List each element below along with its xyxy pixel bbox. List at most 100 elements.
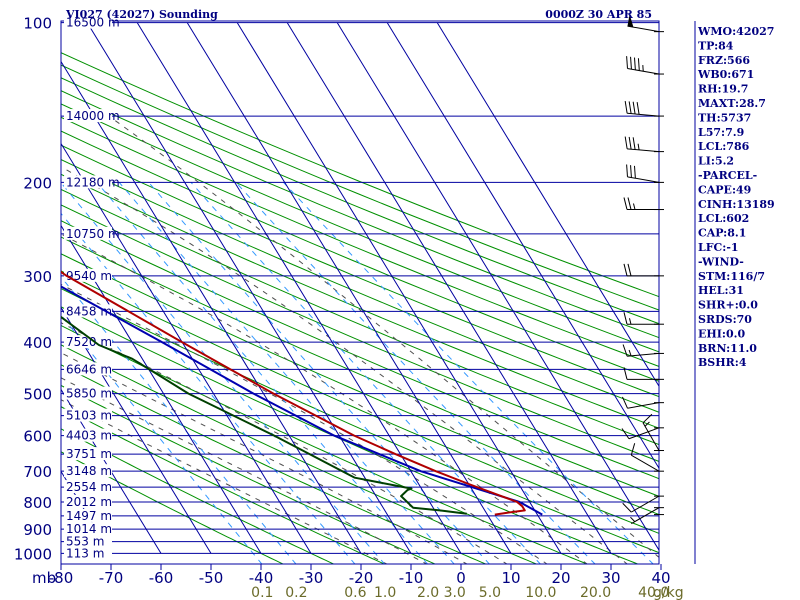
dry-adiabat-line bbox=[61, 173, 659, 429]
dry-adiabat-line bbox=[61, 306, 640, 564]
wind-barb bbox=[621, 396, 664, 409]
dry-adiabat-line bbox=[61, 236, 659, 497]
index-line: LCL:786 bbox=[698, 140, 750, 153]
pressure-tick-label: 900 bbox=[23, 521, 52, 539]
height-label: 5103 m bbox=[66, 409, 112, 423]
dry-adiabat-line bbox=[61, 159, 659, 413]
height-label-background bbox=[64, 175, 112, 189]
wind-barb-flag bbox=[628, 136, 632, 150]
height-label: 5850 m bbox=[66, 387, 112, 401]
wind-barb bbox=[626, 164, 664, 183]
wind-barb-flag bbox=[633, 165, 636, 179]
index-line: LCL:602 bbox=[698, 212, 749, 225]
height-label-background bbox=[64, 109, 112, 123]
wind-barb bbox=[623, 312, 664, 325]
wind-barb-staff bbox=[627, 402, 660, 409]
height-label: 1497 m bbox=[66, 509, 112, 523]
wind-barb-staff bbox=[631, 495, 660, 513]
index-line: LI:5.2 bbox=[698, 155, 734, 168]
sounding-profiles bbox=[61, 270, 543, 516]
wind-barb-pennant bbox=[627, 14, 634, 28]
dry-adiabat-line bbox=[61, 344, 538, 564]
height-label: 12180 m bbox=[66, 175, 120, 189]
isotherm-line bbox=[236, 22, 562, 554]
wind-barb-staff bbox=[628, 427, 660, 440]
wind-barb-flag bbox=[633, 57, 636, 70]
dry-adiabat-line bbox=[61, 90, 659, 339]
index-line: -WIND- bbox=[698, 255, 744, 268]
height-label: 553 m bbox=[66, 535, 104, 549]
index-line: CAPE:49 bbox=[698, 183, 751, 196]
height-label: 4403 m bbox=[66, 429, 112, 443]
dry-adiabat-line bbox=[61, 220, 659, 480]
dry-adiabat-line bbox=[61, 204, 659, 462]
wind-barb-staff bbox=[627, 176, 660, 183]
index-line: -PARCEL- bbox=[698, 169, 757, 182]
height-label: 2012 m bbox=[66, 495, 112, 509]
wind-barb-flag bbox=[637, 58, 640, 71]
isotherm-line bbox=[186, 22, 512, 554]
wind-barb-flag bbox=[626, 56, 628, 69]
wind-barb-flag bbox=[630, 443, 636, 456]
temperature-tick-label: -60 bbox=[149, 569, 174, 587]
moist-adiabat-line bbox=[61, 352, 468, 564]
dry-adiabat-line bbox=[61, 130, 659, 382]
wind-barb-flag bbox=[623, 367, 628, 380]
mixing-ratio-line bbox=[190, 182, 542, 564]
height-label: 6646 m bbox=[66, 362, 112, 376]
index-line: EHI:0.0 bbox=[698, 327, 745, 340]
plot-border bbox=[60, 20, 660, 565]
wind-barbs bbox=[621, 14, 664, 525]
wind-barb-staff bbox=[642, 422, 660, 451]
wind-barb-flag bbox=[624, 100, 628, 114]
dry-adiabat-line bbox=[61, 324, 589, 564]
wind-barb bbox=[630, 507, 664, 525]
height-label-background bbox=[64, 408, 112, 422]
index-line: TH:5737 bbox=[698, 111, 751, 124]
index-line: WB0:671 bbox=[697, 68, 754, 81]
wind-barb-staff bbox=[627, 148, 660, 153]
wind-barb-flag bbox=[632, 137, 636, 150]
height-label-background bbox=[64, 386, 112, 400]
wind-barb-flag bbox=[636, 102, 640, 115]
wind-barb bbox=[624, 136, 664, 153]
isotherm-line bbox=[336, 22, 659, 552]
pressure-tick-label: 800 bbox=[23, 494, 52, 512]
index-line: MAXT:28.7 bbox=[698, 97, 766, 110]
height-label-background bbox=[64, 508, 112, 522]
isotherm-line bbox=[436, 22, 659, 388]
pressure-unit-label: mb bbox=[32, 569, 56, 587]
dewpoint-line bbox=[61, 315, 467, 515]
temperature-tick-label: 10 bbox=[501, 569, 520, 587]
wind-barb bbox=[627, 14, 664, 33]
pressure-tick-label: 100 bbox=[23, 15, 52, 33]
wind-barb-flag bbox=[628, 101, 632, 114]
isotherm-line bbox=[286, 22, 612, 554]
wind-barb-flag bbox=[622, 502, 632, 513]
height-label-background bbox=[64, 534, 112, 548]
index-line: HEL:31 bbox=[698, 284, 744, 297]
wind-barb-flag bbox=[621, 428, 630, 440]
pressure-tick-label: 300 bbox=[23, 268, 52, 286]
mixing-ratio-lines bbox=[61, 182, 654, 564]
wind-barb-half-flag bbox=[644, 421, 650, 427]
mixing-ratio-line bbox=[283, 182, 654, 564]
index-line: CAP:8.1 bbox=[698, 227, 746, 240]
mixing-ratio-line bbox=[148, 182, 491, 564]
wind-barb-flag bbox=[622, 344, 628, 357]
index-line: RH:19.7 bbox=[698, 83, 748, 96]
temperature-line bbox=[61, 270, 526, 516]
height-label: 1014 m bbox=[66, 522, 112, 536]
height-label-background bbox=[64, 546, 112, 560]
wind-barb bbox=[622, 344, 664, 357]
mixing-ratio-line bbox=[118, 182, 455, 564]
height-label-background bbox=[64, 15, 112, 29]
dry-adiabat-line bbox=[61, 428, 335, 564]
wind-barb-flag bbox=[621, 396, 628, 409]
moist-adiabat-line bbox=[61, 377, 428, 564]
height-label: 10750 m bbox=[66, 227, 120, 241]
dry-adiabat-line bbox=[61, 253, 659, 516]
index-line: BSHR:4 bbox=[698, 356, 747, 369]
temperature-tick-label: -40 bbox=[249, 569, 274, 587]
height-label-background bbox=[64, 268, 112, 282]
